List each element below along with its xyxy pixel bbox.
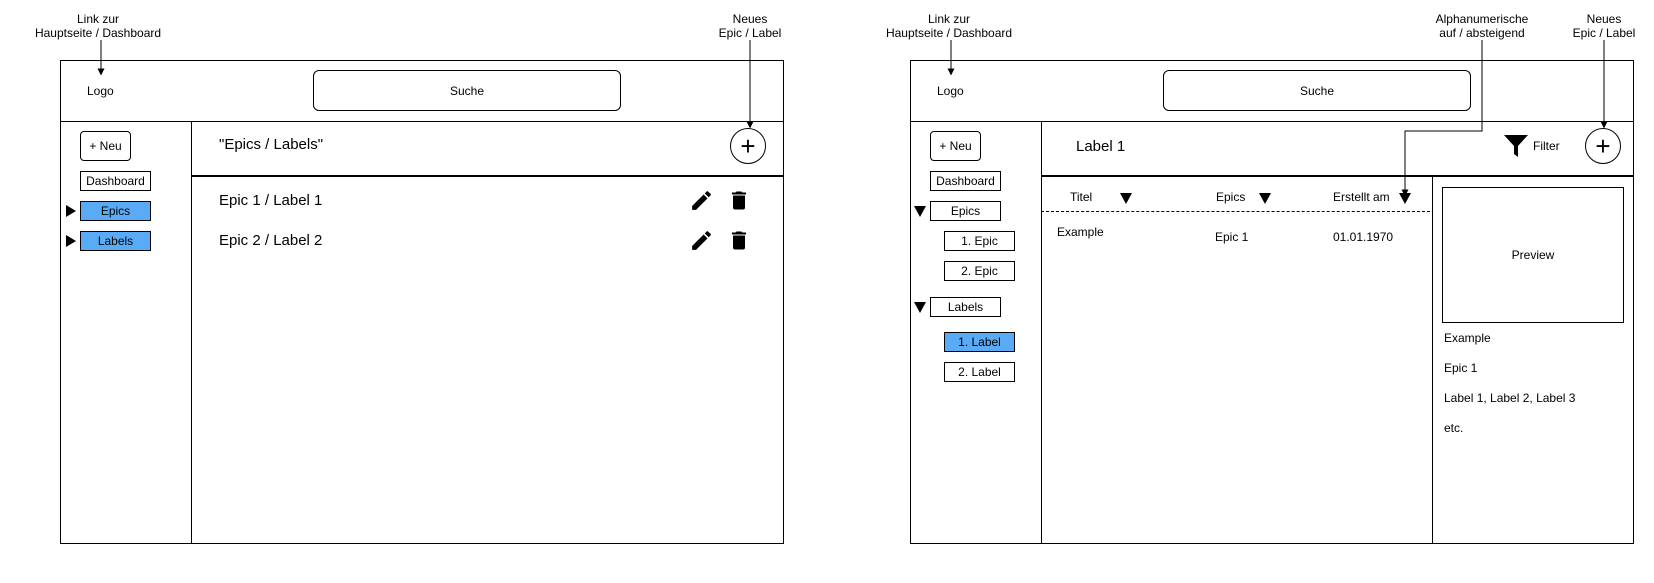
annotation-line: auf / absteigend [1439,26,1525,40]
table-cell-epic[interactable]: Epic 1 [1215,230,1249,244]
new-button[interactable]: + Neu [930,131,981,161]
list-item[interactable]: Epic 1 / Label 1 [219,192,323,209]
sidebar-subitem-label[interactable]: 1. Label [944,332,1015,352]
sidebar-item-epics[interactable]: Epics [930,201,1001,221]
filter-icon[interactable] [1504,135,1528,157]
triangle-down-icon[interactable] [914,206,926,217]
page-title: Label 1 [1076,138,1126,155]
sidebar-divider [1041,121,1042,544]
annotation-line: Link zur [927,12,971,26]
filter-label[interactable]: Filter [1533,139,1560,153]
pencil-icon[interactable] [689,228,714,253]
annotation-line: Hauptseite / Dashboard [34,26,162,40]
trash-icon[interactable] [727,228,751,253]
annotation-sort: Alphanumerische auf / absteigend [1436,12,1529,40]
search-input[interactable]: Suche [1163,70,1471,111]
arrow-sort [1401,40,1483,197]
add-button[interactable]: + [730,128,766,164]
sort-triangle-icon[interactable] [1259,193,1271,204]
trash-icon[interactable] [727,188,751,213]
table-header-divider [1041,211,1430,212]
preview-divider [1432,176,1433,544]
preview-line: Example [1444,331,1491,345]
preview-line: Epic 1 [1444,361,1478,375]
sort-triangle-icon[interactable] [1399,193,1411,204]
search-input[interactable]: Suche [313,70,621,111]
add-button[interactable]: + [1585,128,1621,164]
page-title: "Epics / Labels" [219,136,324,153]
sidebar-subitem-epic[interactable]: 1. Epic [944,231,1015,251]
annotation-home-link: Link zur Hauptseite / Dashboard [35,12,161,40]
sort-triangle-icon[interactable] [1120,193,1132,204]
annotation-line: Neues [732,12,768,26]
preview-line: Label 1, Label 2, Label 3 [1444,391,1576,405]
column-header-title[interactable]: Titel [1070,190,1093,204]
title-divider [1041,175,1634,177]
table-cell-title[interactable]: Example [1057,225,1104,239]
annotation-line: Link zur [76,12,120,26]
preview-line: etc. [1444,421,1464,435]
list-item[interactable]: Epic 2 / Label 2 [219,232,323,249]
annotation-new-item: Neues Epic / Label [719,12,782,40]
table-cell-date[interactable]: 01.01.1970 [1333,230,1394,244]
pencil-icon[interactable] [689,188,714,213]
sidebar-item-dashboard[interactable]: Dashboard [930,171,1001,191]
annotation-line: Hauptseite / Dashboard [885,26,1013,40]
app-frame [60,60,784,544]
annotation-new-item: Neues Epic / Label [1573,12,1636,40]
new-button[interactable]: + Neu [80,131,131,161]
sidebar-item-epics[interactable]: Epics [80,201,151,221]
annotation-home-link: Link zur Hauptseite / Dashboard [886,12,1012,40]
annotation-line: Epic / Label [718,26,782,40]
title-divider [191,175,784,177]
logo[interactable]: Logo [937,84,964,98]
annotation-line: Alphanumerische [1435,12,1529,26]
header-divider [910,121,1634,122]
sidebar-item-labels[interactable]: Labels [930,297,1001,317]
sidebar-item-labels[interactable]: Labels [80,231,151,251]
sidebar-subitem-label[interactable]: 2. Label [944,362,1015,382]
annotation-line: Neues [1586,12,1622,26]
column-header-epics[interactable]: Epics [1216,190,1246,204]
column-header-created[interactable]: Erstellt am [1333,190,1390,204]
logo[interactable]: Logo [87,84,114,98]
triangle-right-icon[interactable] [66,235,76,247]
sidebar-subitem-epic[interactable]: 2. Epic [944,261,1015,281]
triangle-down-icon[interactable] [914,302,926,313]
sidebar-item-dashboard[interactable]: Dashboard [80,171,151,191]
annotation-line: Epic / Label [1572,26,1636,40]
preview-box: Preview [1442,187,1624,323]
triangle-right-icon[interactable] [66,205,76,217]
header-divider [60,121,784,122]
sidebar-divider [191,121,192,544]
